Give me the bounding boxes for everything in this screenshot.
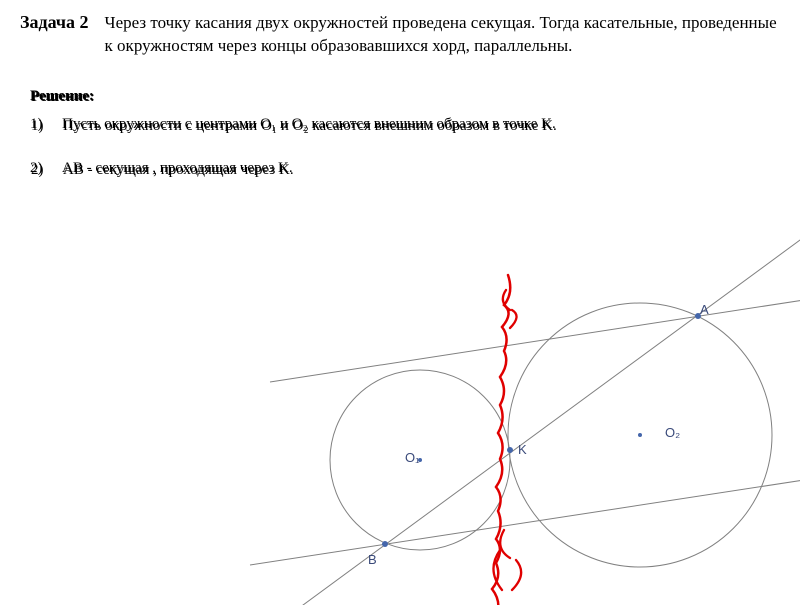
point-o2 [638, 433, 642, 437]
problem-statement: Через точку касания двух окружностей про… [105, 12, 780, 58]
solution-item-2: 2) AB - секущая , проходящая через K. 2)… [30, 158, 760, 198]
geometry-figure: O₁ O₂ K A B [290, 300, 800, 600]
label-a: A [700, 302, 709, 317]
item1-num-b: 1) [31, 116, 53, 136]
solution-heading: Решение: Решение: [30, 88, 760, 110]
problem-title: Задача 2 [20, 12, 89, 33]
figure-svg [290, 300, 800, 600]
label-k: K [518, 442, 527, 457]
solution-block: Решение: Решение: 1) Пусть окружности с … [0, 58, 800, 198]
tangent-b-line [250, 476, 800, 565]
solution-heading-layer2: Решение: [31, 89, 95, 106]
label-o1: O₁ [405, 450, 420, 465]
item1-text-b: Пусть окружности с центрами O₁ и O₂ каса… [63, 116, 761, 136]
item2-num-b: 2) [31, 160, 53, 180]
label-o2: O₂ [665, 425, 680, 440]
point-b [382, 541, 388, 547]
secant-line [250, 218, 800, 605]
solution-item-1: 1) Пусть окружности с центрами O₁ и O₂ к… [30, 114, 760, 156]
point-k [507, 447, 513, 453]
label-b: B [368, 552, 377, 567]
tangent-a-line [270, 296, 800, 382]
solution-list: 1) Пусть окружности с центрами O₁ и O₂ к… [30, 114, 760, 198]
item2-text-b: AB - секущая , проходящая через K. [63, 160, 761, 180]
